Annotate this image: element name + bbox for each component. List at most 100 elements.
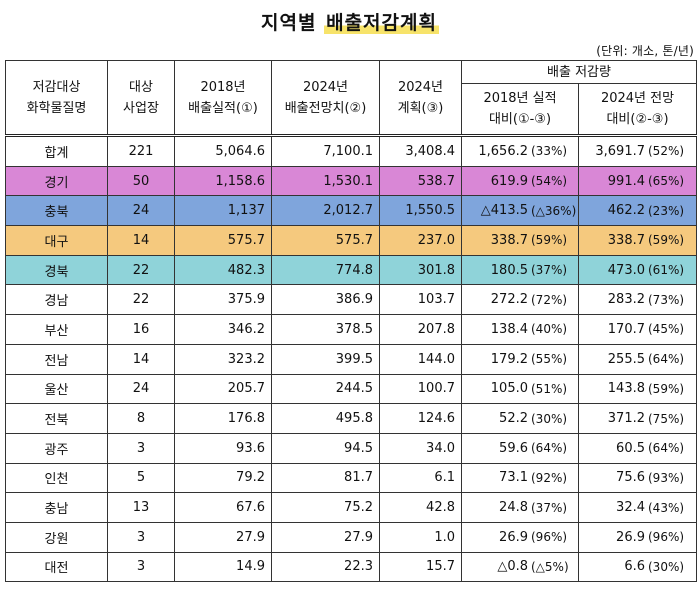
cell-region: 합계 bbox=[5, 135, 108, 167]
cell-red18: 179.2 (55%) bbox=[461, 343, 579, 375]
cell-proj2024: 22.3 bbox=[271, 551, 380, 583]
table-row-gangwon: 강원 3 27.9 27.9 1.0 26.9 (96%) 26.9 (96%) bbox=[5, 521, 697, 553]
red24-value: 6.6 bbox=[624, 559, 645, 575]
red18-value: 52.2 bbox=[499, 411, 528, 427]
cell-red18: 272.2 (72%) bbox=[461, 284, 579, 316]
cell-plan2024: 538.7 bbox=[379, 165, 462, 197]
header-region-line1: 저감대상 bbox=[32, 79, 81, 95]
red18-percent: (30%) bbox=[531, 411, 568, 426]
red18-percent: (40%) bbox=[531, 322, 568, 337]
cell-plan2024: 1.0 bbox=[379, 521, 462, 553]
red18-value: 619.9 bbox=[490, 173, 528, 189]
cell-proj2024: 378.5 bbox=[271, 314, 380, 345]
table-body: 합계 221 5,064.6 7,100.1 3,408.4 1,656.2 (3… bbox=[5, 135, 697, 583]
red18-value: 24.8 bbox=[499, 500, 528, 516]
cell-region: 대전 bbox=[5, 551, 108, 583]
cell-region: 광주 bbox=[5, 432, 108, 464]
cell-plan2024: 15.7 bbox=[379, 551, 462, 583]
red24-percent: (59%) bbox=[648, 381, 685, 396]
cell-proj2024: 244.5 bbox=[271, 373, 380, 405]
cell-count: 22 bbox=[107, 254, 175, 286]
cell-region: 부산 bbox=[5, 314, 108, 345]
unit-note: (단위: 개소, 톤/년) bbox=[596, 44, 694, 58]
red24-percent: (61%) bbox=[648, 263, 685, 278]
red18-value: △413.5 bbox=[480, 203, 528, 219]
cell-count: 14 bbox=[107, 225, 175, 256]
header-reduction-vs-2018: 2018년 실적 대비(①-③) bbox=[461, 83, 579, 136]
table-row-total: 합계 221 5,064.6 7,100.1 3,408.4 1,656.2 (3… bbox=[5, 135, 697, 167]
cell-proj2024: 75.2 bbox=[271, 492, 380, 523]
red18-percent: (△5%) bbox=[531, 559, 569, 574]
cell-proj2024: 81.7 bbox=[271, 462, 380, 494]
red18-value: 105.0 bbox=[490, 381, 528, 397]
cell-region: 대구 bbox=[5, 225, 108, 256]
red24-percent: (96%) bbox=[648, 530, 685, 545]
cell-count: 5 bbox=[107, 462, 175, 494]
red24-value: 3,691.7 bbox=[595, 143, 645, 159]
red24-percent: (59%) bbox=[648, 233, 685, 248]
table-row-ulsan: 울산 24 205.7 244.5 100.7 105.0 (51%) 143.8… bbox=[5, 373, 697, 405]
header-red24-line2: 대비(②-③) bbox=[606, 112, 669, 127]
cell-red24: 473.0 (61%) bbox=[578, 254, 697, 286]
cell-red18: 338.7 (59%) bbox=[461, 225, 579, 256]
cell-red24: 255.5 (64%) bbox=[578, 343, 697, 375]
red24-value: 338.7 bbox=[607, 232, 645, 248]
red18-percent: (92%) bbox=[531, 470, 568, 485]
cell-2018: 575.7 bbox=[174, 225, 272, 256]
cell-region: 강원 bbox=[5, 521, 108, 553]
cell-region: 충북 bbox=[5, 195, 108, 227]
red18-percent: (51%) bbox=[531, 381, 568, 396]
red24-value: 255.5 bbox=[607, 351, 645, 367]
header-red18-line1: 2018년 실적 bbox=[483, 91, 557, 106]
cell-2018: 5,064.6 bbox=[174, 135, 272, 167]
cell-plan2024: 6.1 bbox=[379, 462, 462, 494]
red18-value: △0.8 bbox=[497, 559, 528, 575]
red24-value: 75.6 bbox=[616, 470, 645, 486]
cell-2018: 1,137 bbox=[174, 195, 272, 227]
cell-plan2024: 1,550.5 bbox=[379, 195, 462, 227]
header-red18-line2: 대비(①-③) bbox=[488, 112, 552, 127]
red24-value: 462.2 bbox=[607, 203, 645, 219]
header-2024-projection: 2024년 배출전망치(②) bbox=[271, 60, 380, 136]
cell-red24: 60.5 (64%) bbox=[578, 432, 697, 464]
cell-red24: 170.7 (45%) bbox=[578, 314, 697, 345]
cell-count: 3 bbox=[107, 521, 175, 553]
red18-percent: (37%) bbox=[531, 500, 568, 515]
red24-value: 170.7 bbox=[607, 321, 645, 337]
red18-value: 338.7 bbox=[490, 232, 528, 248]
table-row-gyeongnam: 경남 22 375.9 386.9 103.7 272.2 (72%) 283.2… bbox=[5, 284, 697, 316]
cell-region: 충남 bbox=[5, 492, 108, 523]
cell-count: 221 bbox=[107, 135, 175, 167]
cell-region: 전남 bbox=[5, 343, 108, 375]
cell-2018: 1,158.6 bbox=[174, 165, 272, 197]
header-reduction-vs-2024: 2024년 전망 대비(②-③) bbox=[578, 83, 697, 136]
cell-proj2024: 2,012.7 bbox=[271, 195, 380, 227]
header-count-line2: 사업장 bbox=[123, 100, 159, 116]
red24-percent: (75%) bbox=[648, 411, 685, 426]
cell-red24: 991.4 (65%) bbox=[578, 165, 697, 197]
red18-value: 180.5 bbox=[490, 262, 528, 278]
cell-region: 경남 bbox=[5, 284, 108, 316]
cell-plan2024: 34.0 bbox=[379, 432, 462, 464]
table-row-daegu: 대구 14 575.7 575.7 237.0 338.7 (59%) 338.7… bbox=[5, 225, 697, 256]
cell-2018: 346.2 bbox=[174, 314, 272, 345]
header-2018-actual: 2018년 배출실적(①) bbox=[174, 60, 272, 136]
cell-plan2024: 237.0 bbox=[379, 225, 462, 256]
cell-red18: 138.4 (40%) bbox=[461, 314, 579, 345]
header-plan-line1: 2024년 bbox=[397, 79, 444, 95]
cell-plan2024: 42.8 bbox=[379, 492, 462, 523]
table-row-daejeon: 대전 3 14.9 22.3 15.7 △0.8 (△5%) 6.6 (30%) bbox=[5, 551, 697, 583]
red18-percent: (54%) bbox=[531, 174, 568, 189]
cell-red18: 1,656.2 (33%) bbox=[461, 135, 579, 167]
cell-2018: 375.9 bbox=[174, 284, 272, 316]
red24-percent: (52%) bbox=[648, 144, 685, 159]
red18-percent: (55%) bbox=[531, 352, 568, 367]
cell-plan2024: 103.7 bbox=[379, 284, 462, 316]
red18-value: 138.4 bbox=[490, 321, 528, 337]
red18-value: 59.6 bbox=[499, 440, 528, 456]
table-row-gyeongbuk: 경북 22 482.3 774.8 301.8 180.5 (37%) 473.0… bbox=[5, 254, 697, 286]
cell-red24: 371.2 (75%) bbox=[578, 403, 697, 434]
cell-red24: 6.6 (30%) bbox=[578, 551, 697, 583]
cell-region: 인천 bbox=[5, 462, 108, 494]
cell-red24: 462.2 (23%) bbox=[578, 195, 697, 227]
